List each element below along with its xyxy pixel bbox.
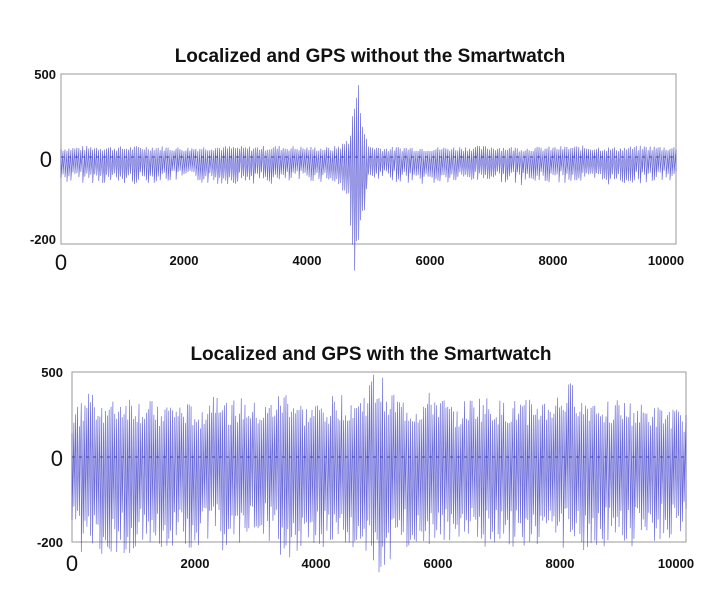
chart-1-xtick-4000: 4000: [293, 253, 322, 268]
chart-1-xtick-8000: 8000: [539, 253, 568, 268]
chart-1-xtick-10000: 10000: [648, 253, 684, 268]
chart-2-xtick-10000: 10000: [658, 556, 694, 571]
chart-2-xtick-0: 0: [66, 551, 78, 576]
chart-2-title: Localized and GPS with the Smartwatch: [190, 344, 551, 365]
chart-2-ytick-500: 500: [41, 365, 63, 380]
chart-2-xtick-6000: 6000: [424, 556, 453, 571]
chart-2-xtick-2000: 2000: [181, 556, 210, 571]
chart-1-series-1-line: [60, 84, 677, 271]
chart-2-series-1-line: [71, 374, 687, 573]
chart-2: Localized and GPS with the Smartwatch 50…: [37, 344, 694, 576]
chart-2-ytick-0: 0: [51, 446, 63, 471]
chart-1-xtick-6000: 6000: [416, 253, 445, 268]
chart-2-xtick-8000: 8000: [546, 556, 575, 571]
chart-1-title: Localized and GPS without the Smartwatch: [175, 46, 566, 67]
chart-1-ytick-minus200: -200: [30, 232, 56, 247]
chart-1-ytick-0: 0: [40, 147, 52, 172]
chart-1: Localized and GPS without the Smartwatch…: [30, 46, 684, 275]
chart-1-xtick-0: 0: [55, 250, 67, 275]
chart-2-xtick-4000: 4000: [302, 556, 331, 571]
chart-1-ytick-500: 500: [34, 67, 56, 82]
chart-1-xtick-2000: 2000: [170, 253, 199, 268]
chart-1-series: [60, 84, 677, 271]
chart-2-ytick-minus200: -200: [37, 535, 63, 550]
chart-2-series: [71, 374, 687, 573]
